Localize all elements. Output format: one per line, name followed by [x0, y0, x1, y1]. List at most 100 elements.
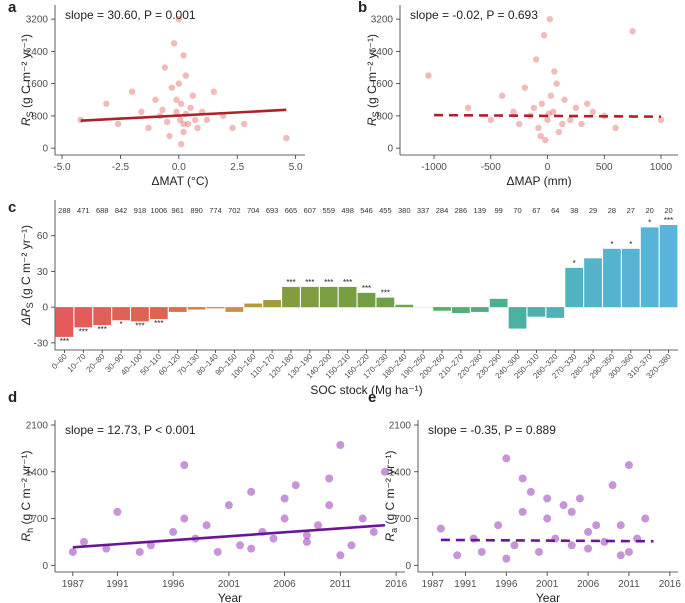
bar	[659, 225, 678, 308]
point	[380, 467, 389, 476]
y-tick-label: 60	[37, 231, 49, 242]
y-tick-label: 1400	[389, 467, 412, 478]
bar	[640, 227, 659, 308]
point	[325, 474, 334, 483]
point	[128, 88, 136, 95]
point	[180, 52, 187, 59]
significance: ***	[324, 278, 333, 287]
point	[314, 521, 323, 530]
significance: ***	[286, 278, 295, 287]
point	[553, 80, 560, 87]
x-tick-label: 2006	[273, 579, 296, 590]
count-label: 842	[115, 206, 128, 215]
y-label-sub: a	[389, 528, 399, 533]
point	[518, 474, 527, 483]
y-tick-label: 2400	[371, 47, 394, 58]
point	[68, 547, 77, 556]
point	[176, 116, 184, 124]
point	[608, 481, 617, 490]
point	[436, 524, 445, 533]
count-label: 693	[266, 206, 279, 215]
count-label: 559	[322, 206, 335, 215]
point	[498, 92, 506, 99]
y-label-main: ΔR	[19, 308, 33, 326]
significance: *	[629, 240, 632, 249]
point	[487, 116, 494, 124]
y-label-unit: (g C m⁻² yr⁻¹)	[19, 225, 33, 302]
bar	[131, 307, 149, 322]
point	[549, 108, 557, 116]
x-tick-label: 20–80	[85, 352, 107, 374]
y-tick-label: 30	[37, 267, 49, 278]
bar	[93, 307, 112, 325]
x-tick-label: 2016	[385, 579, 408, 590]
x-tick-label: 2011	[618, 579, 640, 590]
point	[168, 84, 176, 91]
point	[177, 140, 185, 148]
x-tick-label: 0.0	[172, 162, 186, 173]
significance: ***	[98, 325, 107, 334]
point	[538, 100, 546, 107]
x-axis-label: Year	[218, 591, 242, 603]
point	[540, 32, 548, 39]
bar	[319, 286, 338, 308]
fit-line	[434, 113, 661, 118]
count-label: 961	[171, 206, 184, 215]
point	[347, 541, 356, 550]
count-label: 471	[77, 206, 90, 215]
x-tick-label: 2001	[536, 579, 559, 590]
point	[241, 120, 248, 128]
point	[247, 544, 256, 553]
bar	[282, 286, 300, 308]
x-tick-label: 1996	[495, 579, 518, 590]
point	[453, 551, 462, 560]
x-tick-label: 1000	[650, 162, 673, 173]
point	[551, 68, 558, 75]
point	[102, 544, 111, 553]
bar	[395, 304, 414, 308]
y-label-main: R	[365, 117, 379, 126]
point	[180, 120, 187, 128]
y-tick-label: 3200	[26, 15, 49, 26]
x-tick-label: 2.5	[230, 162, 244, 173]
x-tick-label: 10–70	[66, 352, 88, 374]
x-axis-label: ΔMAT (°C)	[151, 174, 208, 188]
point	[184, 120, 192, 128]
point	[624, 461, 633, 470]
significance: ***	[154, 319, 163, 328]
y-label-unit: (g C m⁻² yr⁻¹)	[383, 450, 397, 527]
point	[616, 551, 625, 560]
x-axis-label: SOC stock (Mg ha⁻¹)	[310, 383, 422, 397]
y-tick-label: 800	[31, 111, 48, 122]
count-label: 704	[247, 206, 260, 215]
point	[291, 481, 300, 490]
count-label: 288	[58, 206, 71, 215]
significance: ***	[381, 289, 390, 298]
point	[575, 494, 584, 503]
point	[543, 514, 552, 523]
x-tick-label: 1987	[62, 579, 85, 590]
point	[592, 521, 601, 530]
bar	[149, 307, 168, 320]
bar	[338, 286, 357, 308]
point	[114, 120, 122, 128]
y-tick-label: 0	[42, 303, 48, 314]
count-label: 20	[646, 206, 654, 215]
bar	[225, 307, 244, 312]
point	[616, 521, 625, 530]
point	[510, 108, 517, 116]
y-label-unit: (g C m⁻² yr⁻¹)	[19, 34, 33, 111]
count-label: 498	[341, 206, 354, 215]
point	[578, 120, 585, 128]
bar	[187, 307, 206, 310]
point	[530, 104, 538, 112]
x-tick-label: 1987	[422, 579, 445, 590]
point	[657, 116, 665, 124]
point	[203, 116, 211, 124]
y-tick-label: 0	[42, 561, 48, 572]
count-label: 67	[532, 206, 540, 215]
point	[584, 527, 593, 536]
panel-letter: b	[358, 0, 367, 16]
bar	[112, 307, 130, 321]
point	[425, 72, 432, 79]
